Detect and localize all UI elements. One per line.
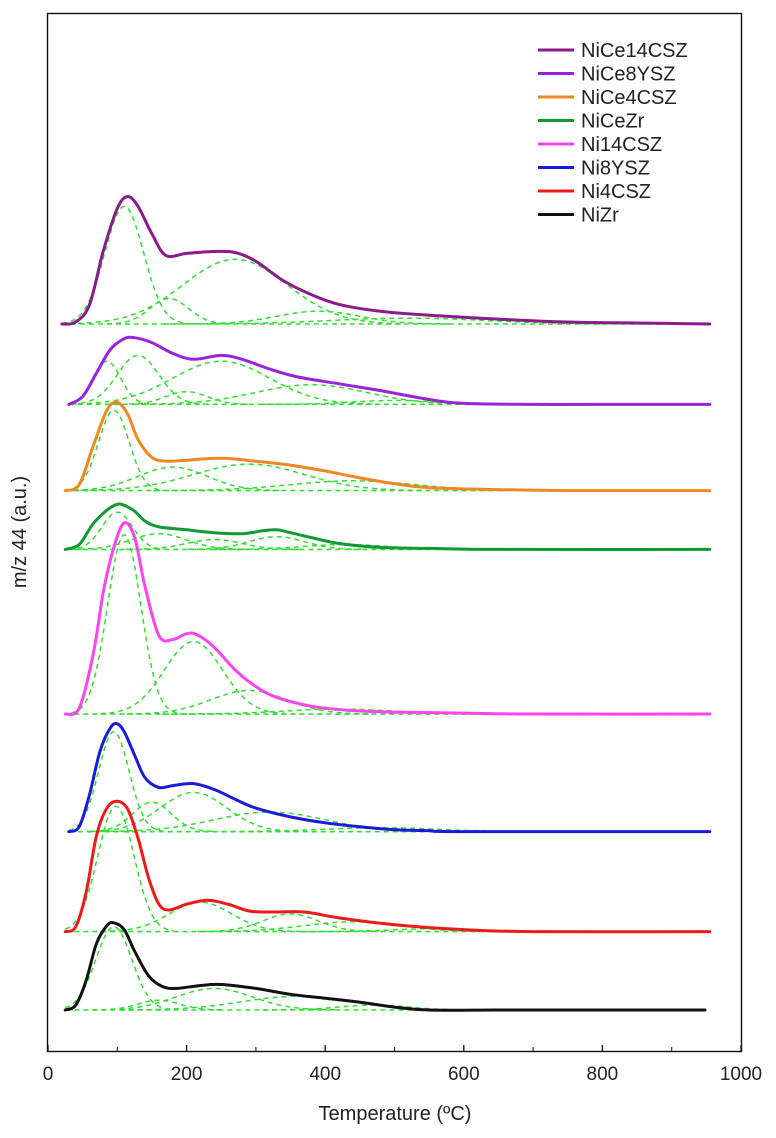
x-axis-title: Temperature (ºC) bbox=[319, 1103, 472, 1125]
fit-peak bbox=[65, 466, 284, 492]
legend-label: NiCeZr bbox=[581, 111, 645, 133]
series-line-ni4csz bbox=[63, 799, 712, 934]
series-line-nicezr bbox=[63, 502, 712, 551]
fit-peak bbox=[107, 297, 230, 325]
series-line-nice8ysz bbox=[67, 335, 712, 406]
fit-peak bbox=[92, 987, 336, 1011]
fit-peak bbox=[68, 511, 165, 550]
fit-components bbox=[61, 205, 710, 1011]
legend-label: Ni14CSZ bbox=[581, 134, 662, 156]
series-line-ni8ysz bbox=[67, 722, 712, 834]
x-tick-label: 600 bbox=[448, 1064, 480, 1085]
series-line-nizr bbox=[63, 920, 707, 1012]
fit-peak bbox=[71, 463, 425, 492]
x-axis: 0 200 400 600 800 1000 bbox=[43, 1045, 762, 1085]
x-tick-label: 200 bbox=[171, 1064, 203, 1085]
fit-peak bbox=[201, 913, 379, 933]
fit-peak bbox=[92, 999, 226, 1011]
fit-peak bbox=[120, 995, 474, 1011]
fit-peak bbox=[188, 535, 365, 551]
fit-peak bbox=[203, 826, 557, 833]
x-tick-label: 400 bbox=[309, 1064, 341, 1085]
series-line-ni14csz bbox=[63, 521, 712, 716]
fit-peak bbox=[70, 534, 178, 714]
fit-peak bbox=[197, 921, 508, 933]
x-tick-label: 0 bbox=[43, 1064, 54, 1085]
fit-peak bbox=[127, 689, 371, 715]
legend-label: Ni8YSZ bbox=[581, 158, 650, 180]
fit-peak bbox=[120, 390, 254, 406]
legend-label: NiCe4CSZ bbox=[581, 87, 677, 109]
fit-peak bbox=[71, 354, 205, 405]
fit-peak bbox=[65, 926, 172, 1011]
x-tick-label: 1000 bbox=[720, 1064, 762, 1085]
legend-label: NiCe14CSZ bbox=[581, 40, 688, 62]
fit-peak bbox=[68, 258, 402, 325]
fit-peak bbox=[89, 801, 213, 833]
legend-label: NiCe8YSZ bbox=[581, 64, 675, 86]
legend-label: NiZr bbox=[581, 205, 619, 227]
x-tick-label: 800 bbox=[587, 1064, 619, 1085]
fit-peak bbox=[100, 640, 286, 715]
series-curves bbox=[60, 195, 712, 1012]
series-line-nice4csz bbox=[63, 400, 712, 493]
fit-peak bbox=[70, 532, 247, 551]
fit-peak bbox=[100, 901, 301, 933]
legend: NiCe14CSZNiCe8YSZNiCe4CSZNiCeZrNi14CSZNi… bbox=[538, 40, 688, 227]
series-line-nice14csz bbox=[60, 195, 712, 326]
y-axis-title: m/z 44 (a.u.) bbox=[9, 476, 31, 588]
fit-peak bbox=[68, 360, 377, 405]
plot-frame bbox=[46, 12, 743, 1053]
fit-peak bbox=[61, 205, 185, 325]
fit-peak bbox=[161, 708, 516, 715]
legend-label: Ni4CSZ bbox=[581, 181, 651, 203]
fit-peak bbox=[125, 538, 303, 551]
fit-peak bbox=[68, 360, 150, 405]
fit-peak bbox=[133, 384, 488, 405]
